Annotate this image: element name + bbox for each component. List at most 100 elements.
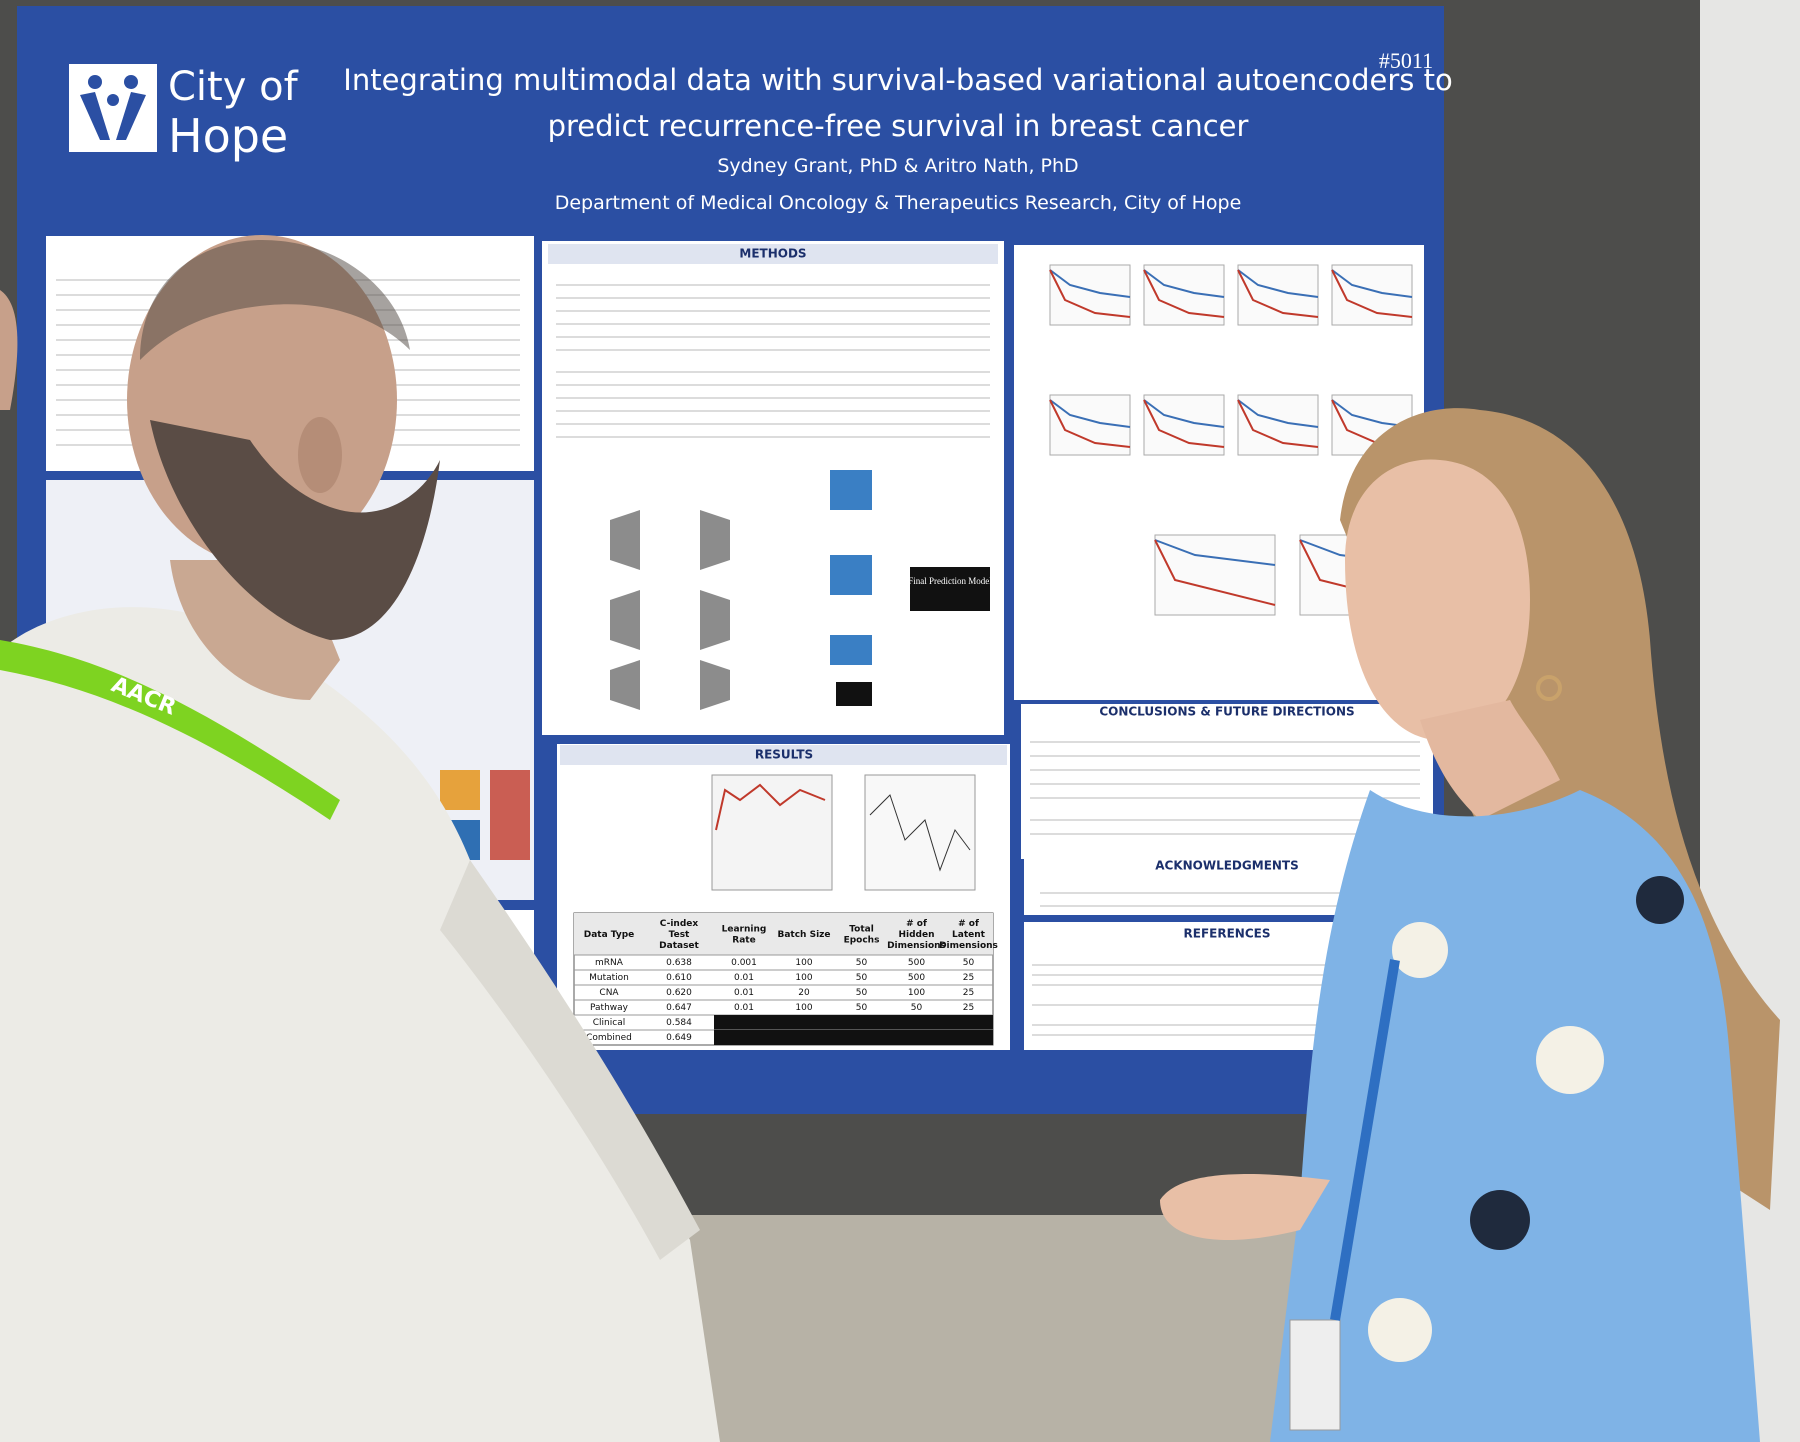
table-cell: 500 [908,973,925,983]
table-cell: Mutation [589,973,629,983]
title: predict recurrence-free survival in brea… [548,109,1249,143]
logo-text: City of [168,64,299,110]
department: Department of Medical Oncology & Therape… [555,192,1242,214]
table-cell: 25 [963,1003,974,1013]
conclusions-text [1030,741,1420,835]
table-cell: 0.584 [666,1018,692,1028]
hand [0,290,18,410]
logo-text: Hope [168,109,288,163]
km-curve [1049,269,1131,318]
section-title: METHODS [739,247,806,261]
table-cell: 50 [856,988,868,998]
table-header: C-index Test Dataset [659,919,699,951]
methods-text [556,284,990,438]
methods-panel [542,241,1004,735]
hair [140,240,410,360]
km-curve [1237,269,1319,318]
table-cell: 0.620 [666,988,692,998]
table-cell: 50 [856,1003,868,1013]
table-cell: Clinical [593,1018,625,1028]
km-curve [1143,399,1225,428]
table-cell: 0.01 [734,973,754,983]
section-title: REFERENCES [1184,927,1271,941]
km-curve [1331,269,1413,298]
plot-b-line [869,794,971,872]
lanyard-strap [1330,959,1400,1321]
table-cell: CNA [599,988,619,998]
table-header: # of Latent Dimensions [939,919,998,951]
km-curve [1154,539,1276,566]
table-header-bg [574,913,993,955]
table-cell: 500 [908,958,925,968]
flower [1392,922,1448,978]
km-curve [1049,399,1131,428]
table-cell: 50 [856,958,868,968]
table-cell: 100 [795,973,812,983]
flower [1536,1026,1604,1094]
km-curve [1143,269,1225,318]
section-title: RESULTS [755,748,813,762]
flower [1368,1298,1432,1362]
table-blank [714,1015,993,1030]
architecture-diagram [610,470,990,710]
logo-figure [124,75,138,89]
table-header: Batch Size [777,930,830,940]
final-model-label: Final Prediction Model [908,576,992,586]
table-blank [714,1030,993,1045]
table-cell: 25 [963,973,974,983]
badge [1289,1319,1341,1431]
plot-b [864,774,976,891]
km-curve [1237,399,1319,428]
logo-figure [107,94,119,106]
shirt [0,607,720,1442]
km-curve [1143,269,1225,298]
section-header [548,244,998,264]
table-cell: 0.649 [666,1033,692,1043]
results-table: Data Type C-index Test Dataset Learning Rate B… [573,912,998,1046]
table-cell: 25 [963,988,974,998]
woman [1160,408,1780,1442]
km-curve [1237,269,1319,298]
neck [1420,700,1560,820]
table-cell: 50 [856,973,868,983]
section-title: CONCLUSIONS & FUTURE DIRECTIONS [1099,705,1354,719]
face [1345,459,1530,740]
table-header: Data Type [584,930,635,940]
table-cell: 50 [963,958,975,968]
km-plots [1049,264,1421,616]
table-cell: 0.01 [734,988,754,998]
table-header: Total Epochs [844,924,880,945]
table-cell: mRNA [595,958,624,968]
table-cell: 0.001 [731,958,757,968]
km-curve [1154,539,1276,606]
table-cell: 100 [908,988,925,998]
shirt-fold [440,860,700,1260]
table-cell: Pathway [590,1003,629,1013]
table-header: Learning Rate [722,924,767,945]
dress [1270,790,1760,1442]
logo-mark [69,64,157,152]
section-header [560,745,1007,765]
km-curve [1331,269,1413,318]
table-cell: 0.01 [734,1003,754,1013]
hands [1160,1174,1330,1240]
title: Integrating multimodal data with surviva… [343,63,1452,97]
km-curve [1237,399,1319,448]
leaf [1636,876,1684,924]
table-cell: 0.647 [666,1003,692,1013]
man: AACR [0,235,720,1442]
plot-a-line [715,783,826,831]
table-header: # of Hidden Dimensions [887,919,946,951]
lanyard-strap [0,640,340,820]
table-cell: 50 [911,1003,923,1013]
earring [1536,675,1562,701]
leaf [1470,1190,1530,1250]
table-cell: 100 [795,1003,812,1013]
logo-figure [88,75,102,89]
table-cell: Combined [586,1033,632,1043]
table-cell: 0.638 [666,958,692,968]
table-cell: 100 [795,958,812,968]
km-curve [1049,399,1131,448]
table-cell: 0.610 [666,973,692,983]
